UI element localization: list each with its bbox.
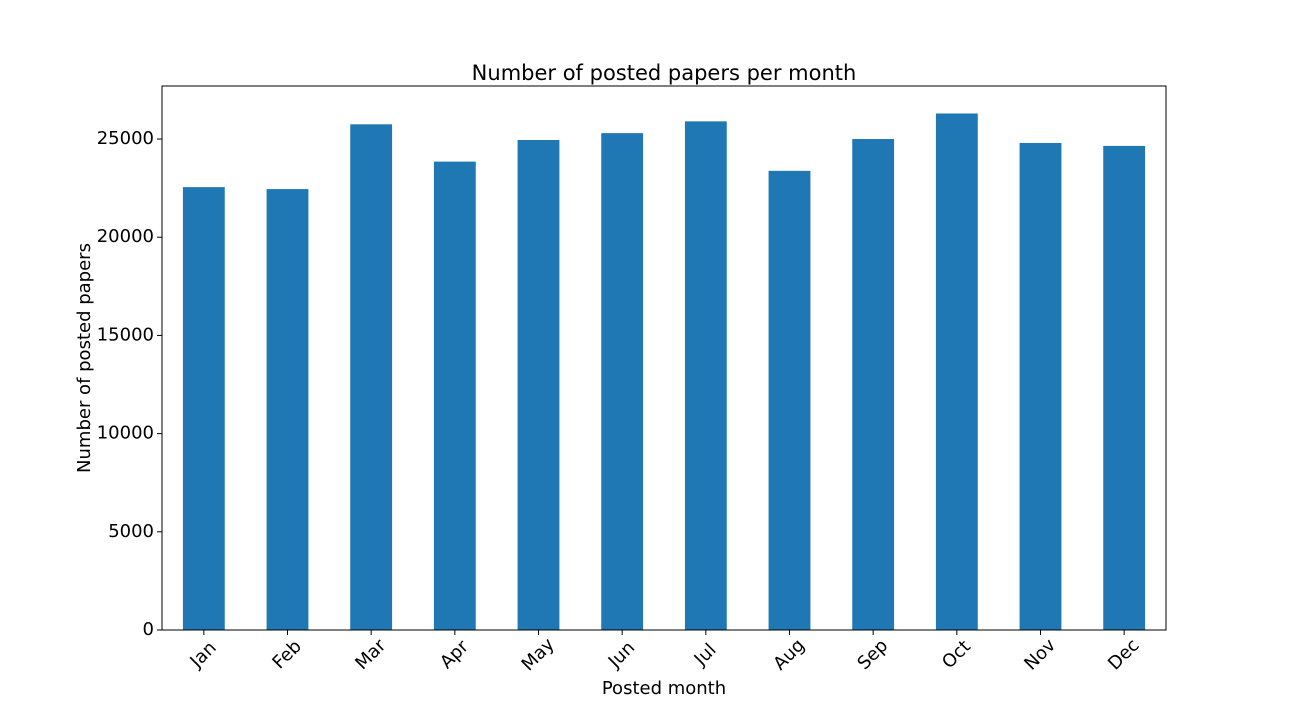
plot-frame — [161, 85, 1167, 631]
y-tick-label: 10000 — [97, 423, 154, 444]
bar-sep — [852, 139, 895, 630]
bar-dec — [1103, 145, 1146, 630]
bar-jul — [684, 121, 727, 630]
bar-may — [517, 140, 560, 630]
bars-group — [182, 113, 1146, 631]
bar-jun — [601, 133, 644, 630]
bar-oct — [935, 113, 978, 631]
bar-jan — [182, 187, 225, 630]
y-tick-label: 25000 — [97, 128, 154, 149]
y-tick-label: 15000 — [97, 324, 154, 345]
bar-aug — [768, 170, 811, 630]
y-axis-label: Number of posted papers — [74, 243, 95, 473]
bar-feb — [266, 189, 309, 630]
x-axis-label: Posted month — [602, 678, 726, 699]
chart-title: Number of posted papers per month — [472, 61, 857, 85]
y-tick-label: 5000 — [108, 521, 154, 542]
bar-nov — [1019, 142, 1062, 630]
y-tick-label: 20000 — [97, 226, 154, 247]
y-tick-label: 0 — [143, 619, 154, 640]
bar-mar — [350, 124, 393, 631]
y-axis: 0 5000 10000 15000 20000 25000 — [97, 128, 162, 640]
bar-apr — [433, 161, 476, 631]
